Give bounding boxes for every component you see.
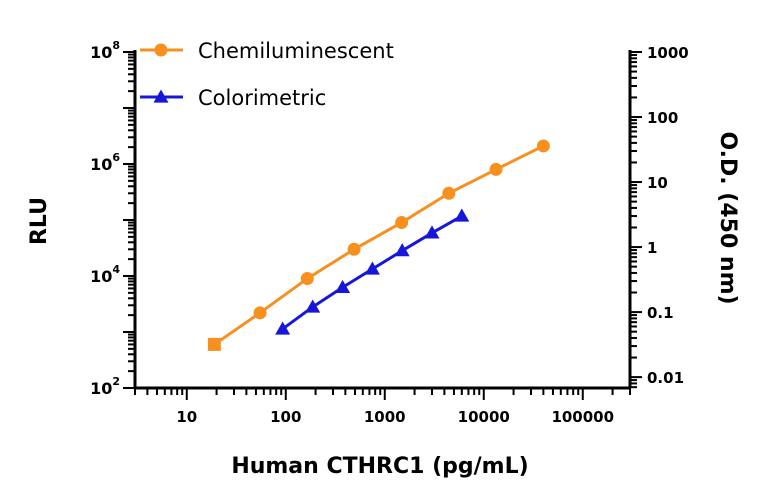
legend-marker xyxy=(153,89,169,103)
x-tick-label: 10 xyxy=(176,408,197,426)
legend-label: Chemiluminescent xyxy=(198,39,394,63)
series-line xyxy=(213,144,545,346)
y2-tick-label: 10 xyxy=(647,174,668,192)
data-point xyxy=(335,279,351,293)
series-chemiluminescent xyxy=(207,139,550,351)
data-point xyxy=(305,299,321,313)
y-tick-label: 106 xyxy=(90,151,120,174)
x-axis-title: Human CTHRC1 (pg/mL) xyxy=(231,454,528,479)
y-axis-title: RLU xyxy=(27,197,52,245)
data-point xyxy=(394,243,410,257)
x-tick-label: 10000 xyxy=(458,408,510,426)
data-point xyxy=(253,306,267,320)
legend-item: Colorimetric xyxy=(140,86,326,110)
axes: 10 100 1000 10000 100000 102 104 106 108 0.01 0.1 1… xyxy=(90,39,689,426)
data-point xyxy=(489,162,503,176)
data-point xyxy=(347,242,361,256)
series-layer xyxy=(207,139,550,351)
y2-tick-label: 1000 xyxy=(647,44,689,62)
legend-item: Chemiluminescent xyxy=(140,39,394,63)
y2-tick-label: 100 xyxy=(647,109,678,127)
x-tick-label: 1000 xyxy=(364,408,406,426)
data-point xyxy=(207,337,221,351)
x-tick-label: 100 xyxy=(270,408,301,426)
data-point xyxy=(536,139,550,153)
legend-marker xyxy=(154,43,168,57)
legend: Chemiluminescent Colorimetric xyxy=(140,39,394,110)
data-point xyxy=(424,225,440,239)
x-tick-label: 100000 xyxy=(551,408,614,426)
y2-tick-label: 1 xyxy=(647,239,657,257)
y-tick-label: 108 xyxy=(90,39,120,62)
y-tick-label: 104 xyxy=(90,263,120,286)
data-point xyxy=(275,321,291,335)
y2-tick-label: 0.01 xyxy=(647,369,684,387)
legend-label: Colorimetric xyxy=(198,86,326,110)
series-colorimetric xyxy=(275,208,470,335)
data-point xyxy=(454,208,470,222)
y2-tick-label: 0.1 xyxy=(647,304,674,322)
data-point xyxy=(364,261,380,275)
y2-axis-title: O.D. (450 nm) xyxy=(715,131,740,304)
data-point xyxy=(300,272,314,286)
data-point xyxy=(442,186,456,200)
y-tick-label: 102 xyxy=(90,375,120,398)
data-point xyxy=(395,216,409,230)
